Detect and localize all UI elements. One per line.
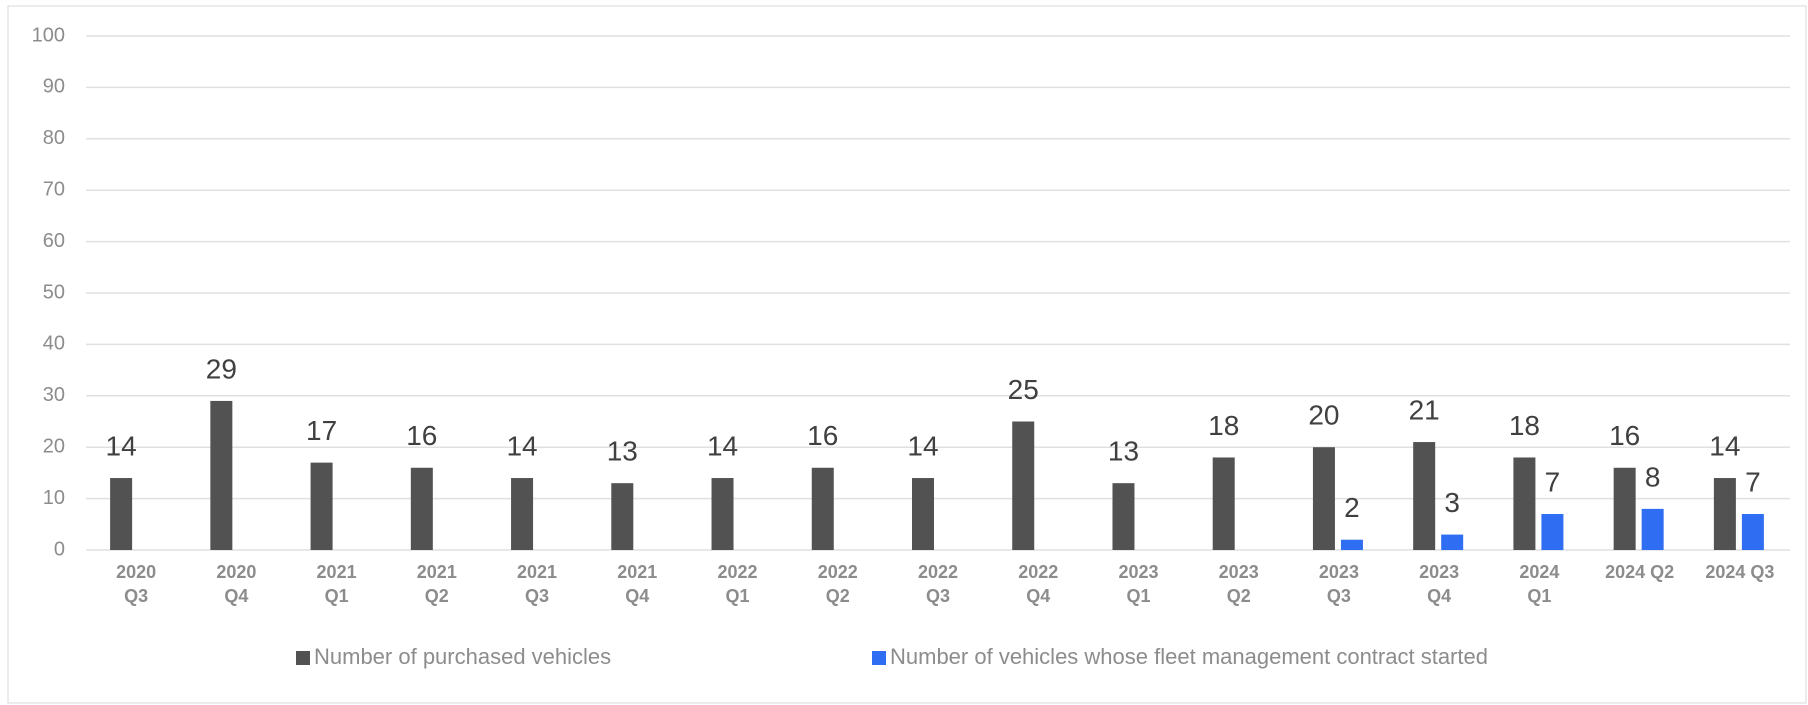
y-tick-label: 50 [43,281,65,303]
data-label: 25 [1008,374,1039,405]
bar [410,467,433,550]
bar [1340,539,1363,550]
data-label: 14 [106,430,137,461]
y-tick-label: 10 [43,487,65,509]
data-label: 7 [1745,466,1761,497]
bar [1641,508,1664,550]
x-tick-label: 2021 Q1 [316,562,357,606]
bar [1441,534,1464,550]
data-label: 13 [607,436,638,467]
data-label: 18 [1208,410,1239,441]
data-label: 7 [1545,466,1561,497]
legend-label: Number of vehicles whose fleet managemen… [890,644,1488,669]
y-tick-label: 30 [43,384,65,406]
data-label: 21 [1409,394,1440,425]
bar [912,478,934,550]
bar [1741,514,1764,550]
bar [1613,467,1636,550]
x-tick-label: 2024 Q2 [1605,562,1675,582]
x-tick-label: 2020 Q4 [216,562,257,606]
data-label: 17 [306,415,337,446]
data-label: 8 [1645,461,1661,492]
data-label: 14 [1709,430,1740,461]
bar [711,478,734,550]
data-label: 18 [1509,410,1540,441]
x-tick-label: 2022 Q4 [1018,562,1059,606]
y-tick-label: 100 [32,24,65,46]
y-tick-label: 90 [43,76,65,98]
bar [1012,421,1035,550]
y-tick-label: 60 [43,230,65,252]
bar [1513,457,1536,550]
data-label: 2 [1344,492,1360,523]
data-label: 14 [707,430,738,461]
bar [1312,447,1335,550]
data-label: 16 [807,420,838,451]
y-tick-label: 20 [43,435,65,457]
bar [1713,478,1736,550]
y-tick-label: 70 [43,178,65,200]
y-tick-label: 80 [43,127,65,149]
data-label: 29 [206,353,237,384]
bar [1413,442,1436,550]
bar [511,478,534,550]
bar [210,400,233,550]
x-tick-label: 2021 Q4 [617,562,658,606]
bar [811,467,834,550]
x-tick-label: 2022 Q2 [817,562,858,606]
x-tick-label: 2021 Q2 [416,562,457,606]
bar [1541,514,1564,550]
x-tick-label: 2022 Q3 [917,562,959,606]
x-tick-label: 2020 Q3 [116,562,157,606]
x-tick-label: 2023 Q3 [1318,562,1359,606]
y-tick-label: 40 [43,333,65,355]
x-tick-label: 2023 Q1 [1118,562,1159,606]
data-label: 14 [506,430,537,461]
bar [611,483,634,550]
legend-label: Number of purchased vehicles [314,644,611,669]
legend-swatch [872,651,886,665]
y-tick-label: 0 [54,538,65,560]
bar [310,462,333,550]
x-tick-label: 2022 Q1 [717,562,758,606]
x-tick-label: 2021 Q3 [517,562,558,606]
chart-border [7,5,1807,704]
legend-swatch [296,651,310,665]
bar [1112,483,1135,550]
x-tick-label: 2024 Q3 [1705,562,1775,582]
x-tick-label: 2023 Q2 [1218,562,1259,606]
bar [110,478,133,550]
x-tick-label: 2023 Q4 [1419,562,1460,606]
bar [1212,457,1235,550]
data-label: 14 [907,430,938,461]
data-label: 3 [1444,487,1460,518]
data-label: 20 [1308,400,1339,431]
data-label: 16 [1609,420,1640,451]
data-label: 13 [1108,436,1139,467]
data-label: 16 [406,420,437,451]
x-tick-label: 2024 Q1 [1519,562,1560,606]
